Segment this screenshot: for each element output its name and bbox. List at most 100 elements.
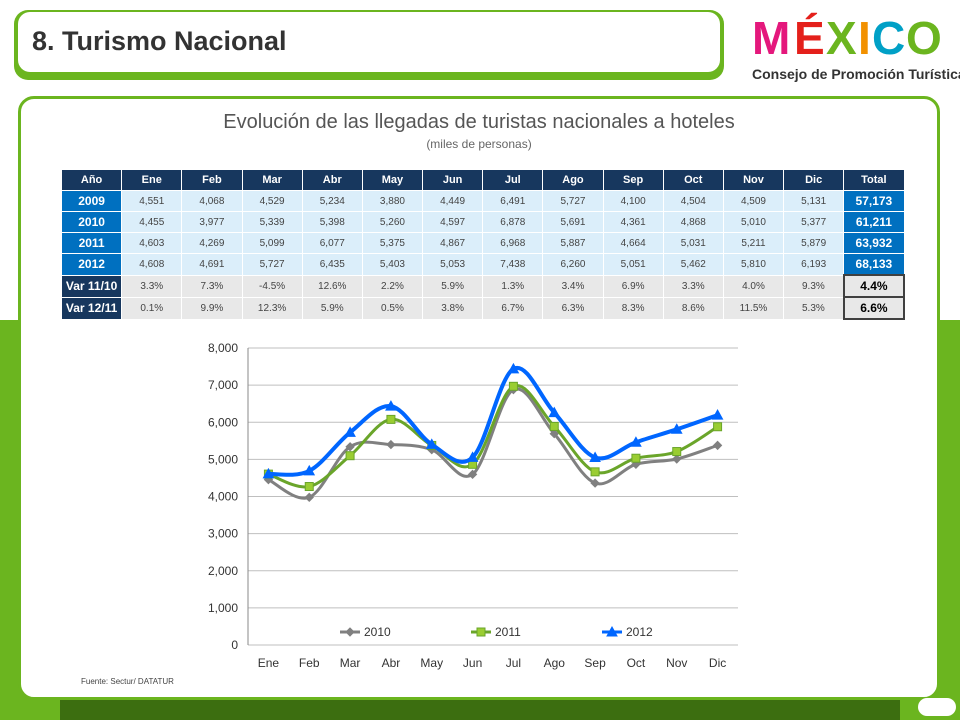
year-row: 2009 4,551 4,068 4,529 5,234 3,880 4,449 6,491 5… (60, 190, 905, 212)
table-cell: 4,551 (121, 190, 183, 212)
header-month: Dic (783, 169, 845, 191)
table-header-row: Año Ene Feb Mar Abr May Jun Jul Ago Sep Oct Nov Dic T… (60, 169, 905, 191)
x-tick-label: Nov (666, 656, 687, 670)
table-cell: 4,455 (121, 211, 183, 233)
table-cell: 4,529 (241, 190, 303, 212)
table-cell: 6,435 (301, 253, 363, 276)
x-tick-label: Jun (463, 656, 482, 670)
table-cell: 5.9% (301, 296, 363, 320)
panel-subtitle: (miles de personas) (426, 137, 532, 151)
y-tick-label: 8,000 (208, 341, 238, 355)
table-cell: 4,691 (181, 253, 243, 276)
data-point-2012 (262, 467, 275, 479)
y-tick-label: 0 (231, 638, 238, 652)
variation-row: Var 12/11 0.1% 9.9% 12.3% 5.9% 0.5% 3.8% 6.7% 6.… (60, 296, 906, 320)
table-cell: 3.3% (662, 274, 724, 298)
data-point-2010 (345, 442, 355, 452)
table-cell: 11.5% (722, 296, 785, 320)
x-tick-label: Oct (627, 656, 646, 670)
x-tick-label: Ene (258, 656, 280, 670)
table-cell: 4,664 (602, 232, 664, 254)
data-point-2012 (385, 400, 397, 411)
data-point-2010 (467, 469, 478, 480)
table-cell: 2.2% (361, 274, 424, 298)
table-cell: 5,099 (241, 232, 303, 254)
data-point-2012 (630, 436, 642, 447)
y-tick-label: 1,000 (208, 601, 238, 615)
svg-text:X: X (826, 12, 857, 64)
header-month: May (361, 169, 424, 191)
header-month: Abr (301, 169, 363, 191)
table-cell: 5,691 (542, 211, 604, 233)
row-label: 2012 (60, 253, 123, 276)
table-cell: 3.8% (422, 296, 484, 320)
data-point-2010 (712, 440, 723, 451)
table-cell: 8.3% (602, 296, 664, 320)
table-cell: 5,260 (361, 211, 424, 233)
table-cell: 5,211 (722, 232, 785, 254)
data-point-2011 (508, 381, 518, 391)
data-point-2010 (590, 478, 600, 488)
table-cell: 5,727 (542, 190, 604, 212)
data-point-2011 (386, 414, 396, 424)
y-tick-label: 2,000 (208, 564, 238, 578)
x-tick-label: Mar (340, 656, 361, 670)
table-cell: 6,260 (542, 253, 604, 276)
row-label: 2009 (60, 190, 123, 212)
data-point-2011 (304, 482, 314, 492)
header-month: Oct (662, 169, 724, 191)
svg-text:O: O (906, 12, 942, 64)
data-point-2012 (344, 426, 356, 437)
table-cell: 4,100 (602, 190, 664, 212)
table-cell: 6.9% (602, 274, 664, 298)
table-cell: 4,361 (602, 211, 664, 233)
row-total: 57,173 (843, 190, 905, 212)
header-month: Ene (121, 169, 183, 191)
data-point-2010 (304, 492, 314, 503)
arrivals-line-chart: 0 1,000 2,000 3,000 4,000 5,000 6,000 7,000 8,00… (208, 341, 738, 670)
row-label: Var 11/10 (60, 274, 123, 298)
table-cell: 6,491 (482, 190, 544, 212)
table-cell: 7,438 (482, 253, 544, 276)
arrivals-table: Año Ene Feb Mar Abr May Jun Jul Ago Sep Oct Nov Dic T… (60, 169, 906, 320)
table-cell: 12.6% (301, 274, 363, 298)
table-cell: 0.1% (121, 296, 183, 320)
x-tick-label: Sep (584, 656, 606, 670)
table-cell: 3,880 (361, 190, 424, 212)
data-point-2012 (303, 464, 316, 476)
table-cell: 4,603 (121, 232, 183, 254)
header-month: Jun (422, 169, 484, 191)
data-point-2012 (670, 423, 683, 434)
row-label: 2011 (60, 232, 123, 254)
data-point-2012 (425, 438, 438, 449)
table-cell: 5,375 (361, 232, 424, 254)
table-cell: 3,977 (181, 211, 243, 233)
table-cell: 8.6% (662, 296, 724, 320)
x-tick-label: Abr (382, 656, 401, 670)
table-cell: 5,398 (301, 211, 363, 233)
data-point-2011 (345, 451, 355, 461)
mexico-logo: M É X I C O (752, 12, 942, 64)
table-cell: 5,727 (241, 253, 303, 276)
svg-text:M: M (752, 12, 790, 64)
data-point-2011 (590, 467, 600, 477)
page-title: 8. Turismo Nacional (32, 26, 287, 56)
header-month: Feb (181, 169, 243, 191)
variation-row: Var 11/10 3.3% 7.3% -4.5% 12.6% 2.2% 5.9% 1.3% 3… (60, 274, 906, 298)
y-tick-label: 3,000 (208, 527, 238, 541)
row-total: 68,133 (843, 253, 905, 276)
x-tick-label: Ago (544, 656, 566, 670)
header-year: Año (60, 169, 123, 191)
table-cell: 5,810 (722, 253, 785, 276)
table-cell: 1.3% (482, 274, 544, 298)
header-month: Ago (542, 169, 604, 191)
row-label: Var 12/11 (60, 296, 123, 320)
table-cell: 4.0% (722, 274, 785, 298)
table-cell: 6,193 (783, 253, 845, 276)
table-cell: 5,339 (241, 211, 303, 233)
table-body: 2009 4,551 4,068 4,529 5,234 3,880 4,449 6,491 5… (60, 190, 906, 320)
year-row: 2011 4,603 4,269 5,099 6,077 5,375 4,867 6,968 5… (60, 232, 905, 254)
table-cell: 5.9% (422, 274, 484, 298)
table-cell: 7.3% (181, 274, 243, 298)
y-tick-label: 4,000 (208, 490, 238, 504)
